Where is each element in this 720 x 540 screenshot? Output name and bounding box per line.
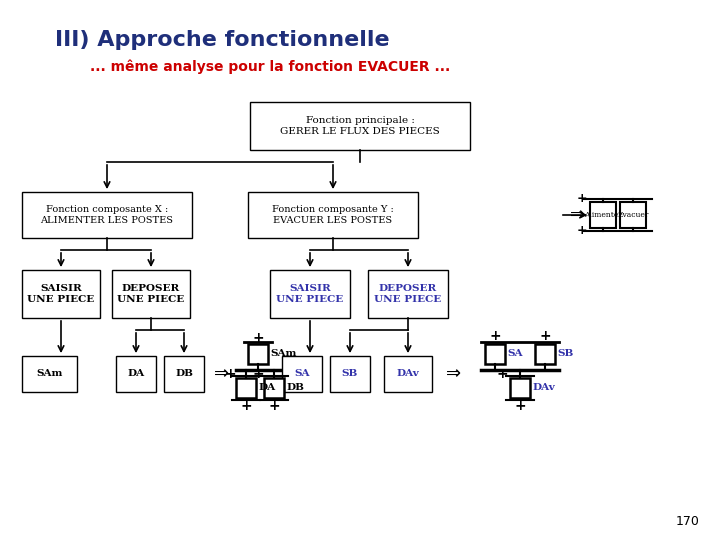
- Text: 170: 170: [676, 515, 700, 528]
- Text: SAISIR
UNE PIECE: SAISIR UNE PIECE: [276, 284, 343, 303]
- Bar: [485, 344, 505, 364]
- Bar: [535, 344, 555, 364]
- Text: ... même analyse pour la fonction EVACUER ...: ... même analyse pour la fonction EVACUE…: [90, 60, 450, 75]
- Bar: [248, 192, 418, 238]
- Bar: [510, 378, 530, 398]
- Text: ⇒: ⇒: [215, 365, 230, 383]
- Bar: [368, 270, 448, 318]
- Text: +: +: [577, 192, 588, 206]
- Bar: [620, 202, 646, 228]
- Bar: [22, 192, 192, 238]
- Bar: [22, 270, 100, 318]
- Bar: [330, 356, 370, 392]
- Bar: [270, 270, 350, 318]
- Text: DB: DB: [175, 369, 193, 379]
- Bar: [112, 270, 190, 318]
- Text: DEPOSER
UNE PIECE: DEPOSER UNE PIECE: [117, 284, 184, 303]
- Text: +: +: [252, 331, 264, 345]
- Bar: [248, 344, 268, 364]
- Bar: [590, 202, 616, 228]
- Text: DB: DB: [286, 383, 304, 393]
- Text: III) Approche fonctionnelle: III) Approche fonctionnelle: [55, 30, 390, 50]
- Bar: [384, 356, 432, 392]
- Text: +: +: [252, 367, 264, 381]
- Text: SB: SB: [342, 369, 358, 379]
- Text: +: +: [240, 399, 252, 413]
- Text: +: +: [268, 399, 280, 413]
- Text: +: +: [224, 367, 236, 381]
- Text: +: +: [539, 329, 551, 343]
- Text: SB: SB: [557, 349, 573, 359]
- Text: Evacuer: Evacuer: [617, 211, 649, 219]
- Bar: [250, 102, 470, 150]
- Text: SA: SA: [294, 369, 310, 379]
- Text: DA: DA: [127, 369, 145, 379]
- Text: +: +: [496, 367, 508, 381]
- Text: SAm: SAm: [270, 349, 297, 359]
- Text: Fonction composante Y :
EVACUER LES POSTES: Fonction composante Y : EVACUER LES POST…: [272, 205, 394, 225]
- Bar: [116, 356, 156, 392]
- Text: DEPOSER
UNE PIECE: DEPOSER UNE PIECE: [374, 284, 441, 303]
- Text: DA: DA: [258, 383, 275, 393]
- Bar: [22, 356, 77, 392]
- Bar: [264, 378, 284, 398]
- Bar: [164, 356, 204, 392]
- Bar: [236, 378, 256, 398]
- Bar: [282, 356, 322, 392]
- Text: Alimenter: Alimenter: [584, 211, 622, 219]
- Text: +: +: [514, 399, 526, 413]
- Text: SAm: SAm: [36, 369, 63, 379]
- Text: SA: SA: [507, 349, 523, 359]
- Text: ⇒: ⇒: [570, 206, 585, 224]
- Text: Fonction composante X :
ALIMENTER LES POSTES: Fonction composante X : ALIMENTER LES PO…: [40, 205, 174, 225]
- Text: Fonction principale :
GERER LE FLUX DES PIECES: Fonction principale : GERER LE FLUX DES …: [280, 116, 440, 136]
- Text: +: +: [489, 329, 501, 343]
- Text: SAISIR
UNE PIECE: SAISIR UNE PIECE: [27, 284, 94, 303]
- Text: ⇒: ⇒: [446, 365, 462, 383]
- Text: DAv: DAv: [397, 369, 419, 379]
- Text: DAv: DAv: [532, 383, 554, 393]
- Text: +: +: [577, 225, 588, 238]
